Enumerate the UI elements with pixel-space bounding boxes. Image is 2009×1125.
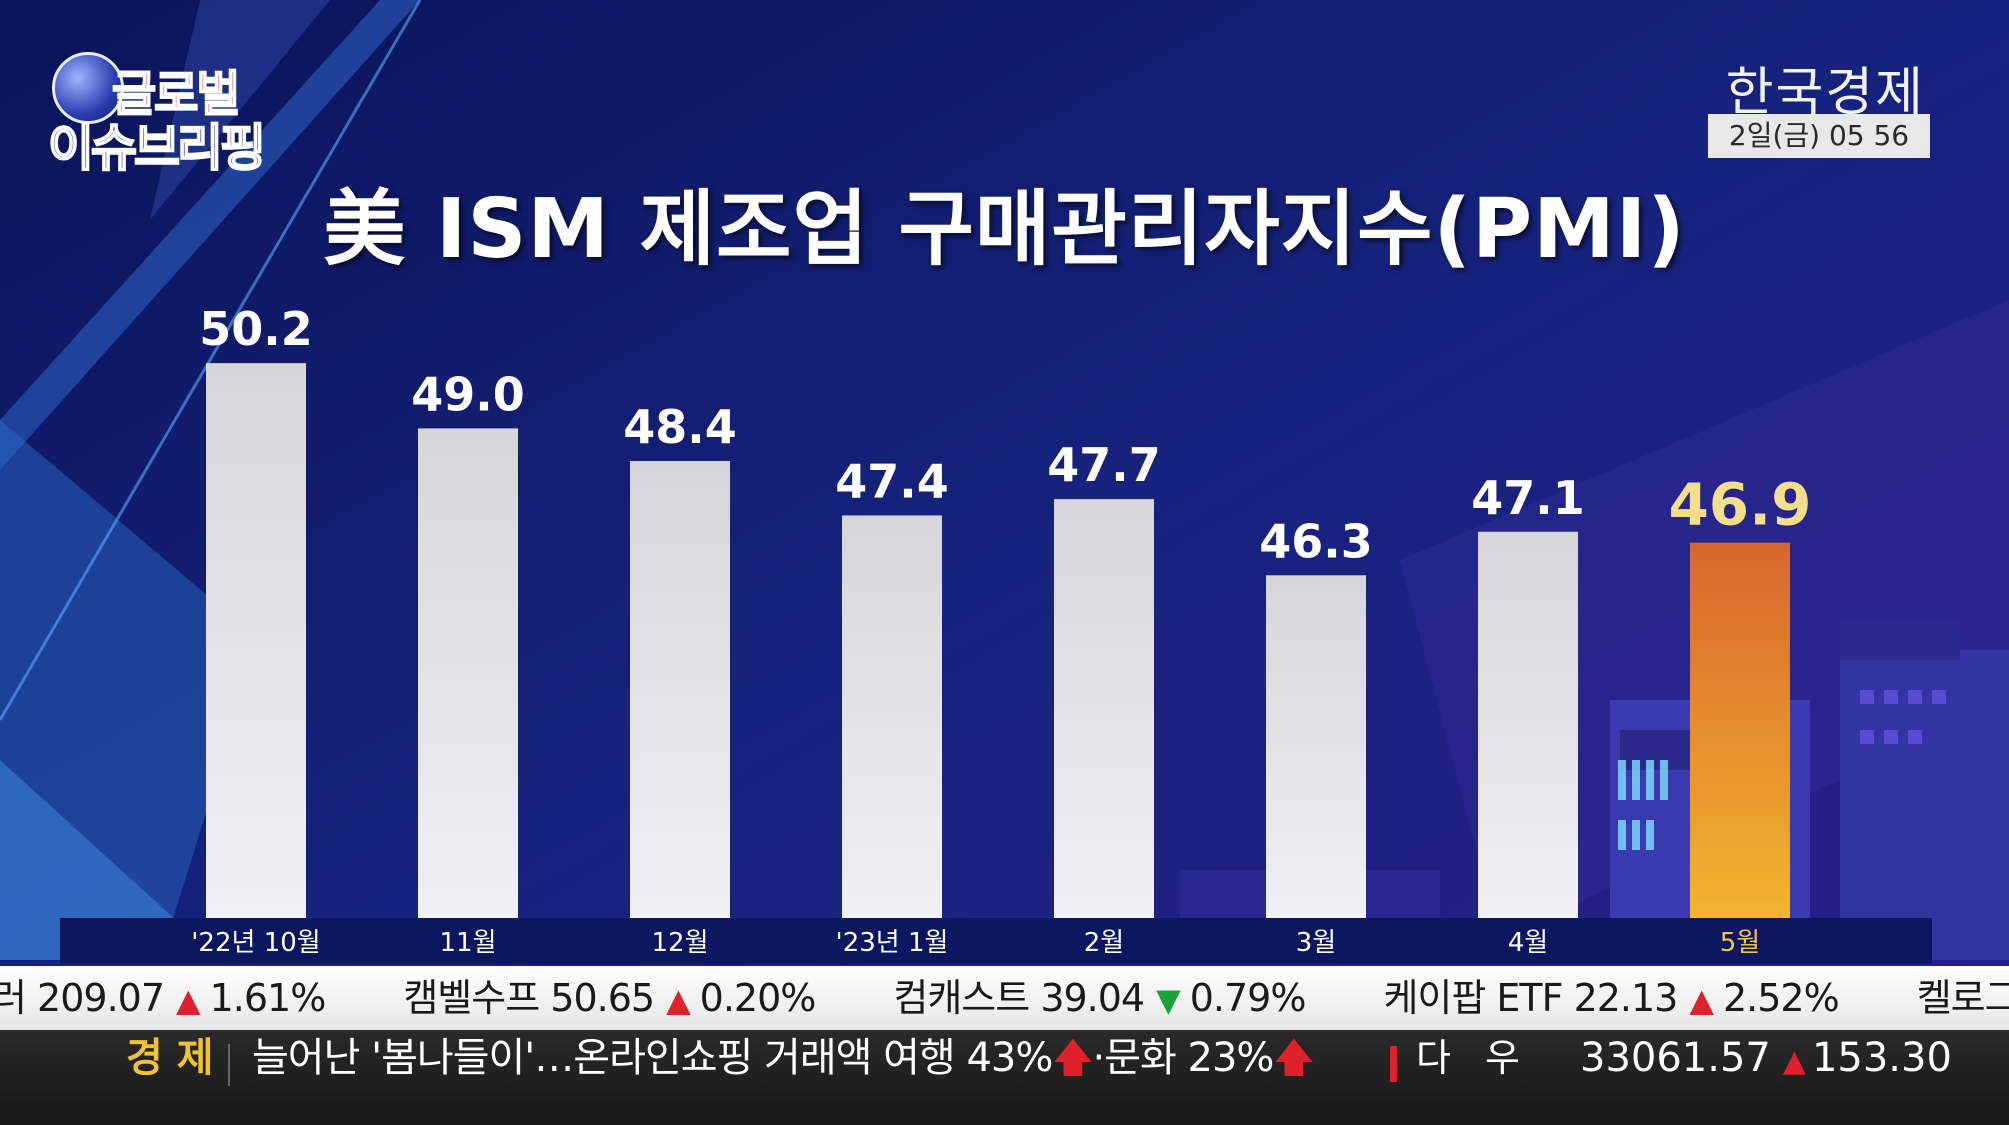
category-label-7: 4월	[1508, 928, 1548, 958]
broadcaster-logo: 한국경제	[1725, 63, 1925, 123]
index-quote: 33061.57 ▲ 153.30	[1580, 1030, 1952, 1090]
bar-2	[418, 428, 518, 918]
category-label-1: '22년 10월	[191, 928, 320, 958]
triangle-up-icon: ▲	[1689, 981, 1714, 1019]
bar-5	[1054, 499, 1154, 918]
index-value: 33061.57	[1580, 1035, 1771, 1081]
category-label-3: 12월	[651, 928, 708, 958]
bar-value-label-7: 47.1	[1471, 471, 1585, 525]
ticker-item: 켈로그 6	[1917, 966, 2009, 1030]
bar-6	[1266, 575, 1366, 918]
headline-part1: 늘어난 '봄나들이'…온라인쇼핑 거래액 여행 43%	[252, 1035, 1053, 1081]
news-divider	[228, 1044, 230, 1086]
globe-icon	[52, 52, 124, 124]
ticker-value: 22.13	[1562, 976, 1679, 1020]
chart-title: 美 ISM 제조업 구매관리자지수(PMI)	[323, 182, 1686, 277]
ticker-value: 39.04	[1029, 976, 1145, 1020]
bar-value-label-3: 48.4	[623, 400, 737, 454]
news-headline: 늘어난 '봄나들이'…온라인쇼핑 거래액 여행 43%🡅·문화 23%🡅	[252, 1030, 1315, 1086]
arrow-up-icon: 🡅	[1273, 1035, 1314, 1081]
bar-value-label-8: 46.9	[1668, 471, 1811, 539]
index-name: 다우	[1416, 1036, 1554, 1080]
bar-1	[206, 363, 306, 918]
ticker-change: 1.61%	[209, 976, 327, 1020]
ticker-change: 2.52%	[1722, 976, 1840, 1020]
program-logo: 글로벌 이슈브리핑	[47, 48, 338, 178]
ticker-value: 50.65	[539, 976, 655, 1020]
triangle-up-icon: ▲	[1782, 1044, 1806, 1079]
ticker-change: 0.20%	[699, 976, 817, 1020]
triangle-up-icon: ▲	[176, 981, 201, 1019]
category-label-8: 5월	[1720, 928, 1760, 958]
x-axis-band	[60, 918, 1932, 964]
ticker-name: 캠벨수프	[403, 976, 540, 1020]
bar-7	[1478, 531, 1578, 918]
bar-value-label-6: 46.3	[1259, 514, 1373, 568]
broadcast-clock: 2일(금) 05 56	[1708, 114, 1930, 158]
ticker-item: 컴캐스트 39.04 ▼ 0.79%	[893, 966, 1307, 1030]
bar-value-label-1: 50.2	[199, 302, 313, 356]
ticker-item: 케이팝 ETF 22.13 ▲ 2.52%	[1383, 966, 1840, 1030]
ticker-value: 209.07	[25, 976, 165, 1020]
category-label-4: '23년 1월	[836, 928, 949, 958]
ticker-name: 컴캐스트	[893, 976, 1030, 1020]
ticker-name: 러	[0, 976, 27, 1020]
ticker-item: 캠벨수프 50.65 ▲ 0.20%	[403, 966, 817, 1030]
triangle-up-icon: ▲	[666, 981, 691, 1019]
logo-line2: 이슈브리핑	[47, 118, 267, 178]
category-label-5: 2월	[1084, 928, 1124, 958]
stock-ticker: 러 209.07 ▲ 1.61% 캠벨수프 50.65 ▲ 0.20% 컴캐스트 39.04…	[0, 966, 2009, 1030]
news-category: 경제	[126, 1035, 228, 1081]
logo-line1: 글로벌	[111, 65, 241, 123]
ticker-name: 켈로그	[1916, 976, 2009, 1020]
bar-value-label-5: 47.7	[1047, 438, 1161, 492]
bar-4	[842, 515, 942, 918]
triangle-down-icon: ▼	[1156, 981, 1181, 1019]
news-crawl: 경제 늘어난 '봄나들이'…온라인쇼핑 거래액 여행 43%🡅·문화 23%🡅 …	[0, 1030, 2009, 1125]
category-label-6: 3월	[1296, 928, 1336, 958]
bar-8	[1690, 542, 1790, 918]
ticker-item: 러 209.07 ▲ 1.61%	[0, 966, 327, 1030]
ticker-change: 0.79%	[1189, 976, 1307, 1020]
index-change: 153.30	[1811, 1035, 1952, 1081]
headline-part2: ·문화 23%	[1092, 1035, 1274, 1081]
ticker-name: 케이팝 ETF	[1383, 976, 1563, 1020]
category-label-2: 11월	[439, 928, 496, 958]
bar-3	[630, 461, 730, 918]
bar-value-label-4: 47.4	[835, 454, 949, 508]
ticker-track: 러 209.07 ▲ 1.61% 캠벨수프 50.65 ▲ 0.20% 컴캐스트 39.04…	[0, 966, 2009, 1030]
arrow-up-icon: 🡅	[1052, 1035, 1093, 1081]
index-marker	[1390, 1046, 1397, 1082]
bar-value-label-2: 49.0	[411, 367, 525, 421]
